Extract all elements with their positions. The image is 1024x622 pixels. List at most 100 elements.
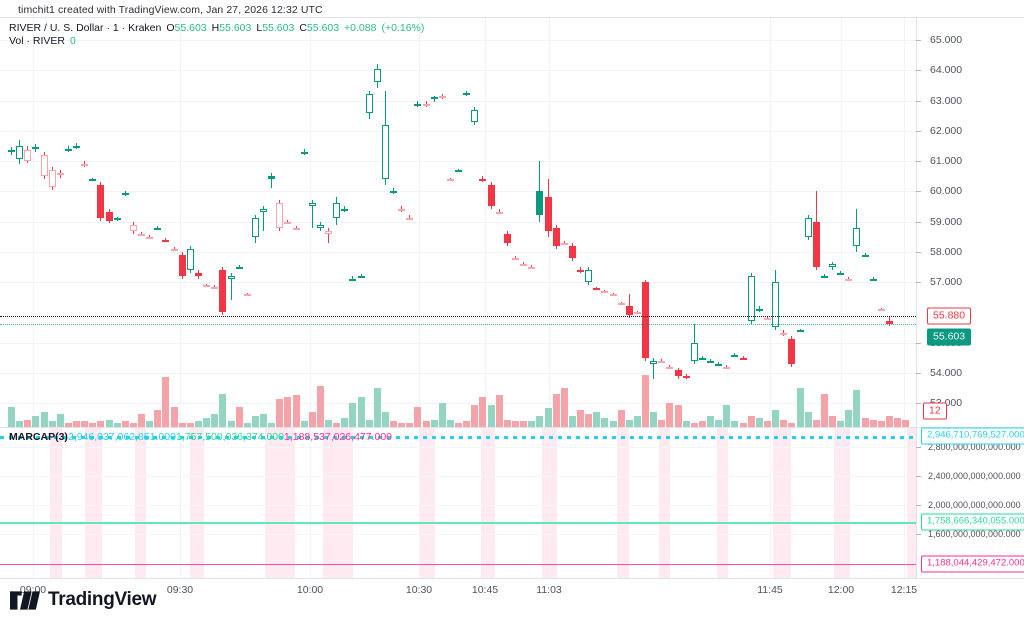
volume-bar[interactable] [73, 421, 80, 427]
volume-bar[interactable] [552, 393, 560, 427]
price-pane[interactable]: RIVER / U. S. Dollar · 1 · Kraken O55.603… [0, 17, 916, 427]
candlestick[interactable] [544, 18, 552, 427]
volume-bar[interactable] [146, 421, 154, 427]
candlestick[interactable] [211, 18, 219, 427]
candlestick[interactable] [707, 18, 714, 427]
volume-bar[interactable] [121, 421, 129, 427]
volume-bar[interactable] [633, 415, 641, 427]
volume-bar[interactable] [186, 423, 194, 427]
volume-bar[interactable] [105, 419, 113, 427]
volume-bar[interactable] [16, 421, 24, 427]
candlestick[interactable] [105, 18, 113, 427]
candlestick[interactable] [121, 18, 129, 427]
candlestick[interactable] [414, 18, 422, 427]
volume-bar[interactable] [398, 423, 406, 427]
candlestick[interactable] [64, 18, 72, 427]
volume-bar[interactable] [268, 423, 276, 427]
volume-bar[interactable] [585, 414, 593, 427]
candlestick[interactable] [170, 18, 178, 427]
volume-bar[interactable] [495, 395, 503, 427]
volume-bar[interactable] [316, 386, 324, 427]
candlestick[interactable] [129, 18, 137, 427]
candlestick[interactable] [698, 18, 706, 427]
candlestick[interactable] [593, 18, 601, 427]
price-scale[interactable]: 65.000 64.000 63.000 62.000 61.000 60.000 59.0… [916, 17, 1024, 427]
candlestick[interactable] [341, 18, 349, 427]
last-price-badge[interactable]: 55.603 [927, 328, 972, 346]
candlestick[interactable] [577, 18, 584, 427]
candlestick[interactable] [715, 18, 723, 427]
candlestick[interactable] [251, 18, 259, 427]
candlestick[interactable] [81, 18, 89, 427]
candlestick[interactable] [650, 18, 658, 427]
volume-bar[interactable] [430, 419, 438, 427]
candlestick[interactable] [268, 18, 276, 427]
candlestick[interactable] [642, 18, 649, 427]
candlestick[interactable] [398, 18, 406, 427]
candlestick[interactable] [804, 18, 812, 427]
candlestick[interactable] [731, 18, 739, 427]
volume-bar[interactable] [528, 421, 536, 427]
volume-bar[interactable] [341, 417, 349, 427]
volume-bar[interactable] [593, 412, 601, 427]
volume-bar[interactable] [650, 412, 658, 427]
tradingview-brand[interactable]: TradingView [10, 589, 157, 611]
candlestick[interactable] [861, 18, 869, 427]
candlestick[interactable] [739, 18, 747, 427]
candlestick[interactable] [300, 18, 308, 427]
volume-bar[interactable] [211, 414, 219, 427]
volume-bar[interactable] [536, 415, 544, 427]
candlestick[interactable] [16, 18, 24, 427]
volume-bar[interactable] [666, 402, 674, 427]
candlestick[interactable] [113, 18, 121, 427]
candlestick[interactable] [520, 18, 528, 427]
volume-bar[interactable] [763, 421, 771, 427]
candlestick[interactable] [357, 18, 365, 427]
volume-bar[interactable] [715, 419, 723, 427]
candlestick[interactable] [585, 18, 593, 427]
candlestick[interactable] [609, 18, 617, 427]
candlestick[interactable] [438, 18, 446, 427]
candlestick[interactable] [422, 18, 430, 427]
volume-bar[interactable] [853, 389, 861, 427]
volume-bar[interactable] [520, 421, 528, 427]
volume-bar[interactable] [609, 421, 617, 427]
volume-bar[interactable] [820, 393, 828, 427]
volume-bar[interactable] [24, 419, 32, 427]
candlestick[interactable] [349, 18, 357, 427]
candlestick[interactable] [235, 18, 243, 427]
candlestick[interactable] [471, 18, 479, 427]
volume-bar[interactable] [747, 415, 755, 427]
volume-bar[interactable] [333, 423, 341, 427]
candlestick[interactable] [780, 18, 788, 427]
candlestick[interactable] [373, 18, 381, 427]
candlestick[interactable] [512, 18, 519, 427]
candlestick[interactable] [284, 18, 292, 427]
volume-bar[interactable] [308, 412, 316, 427]
volume-bar[interactable] [804, 412, 812, 427]
volume-bar[interactable] [81, 421, 89, 427]
volume-bar[interactable] [64, 423, 72, 427]
volume-bar[interactable] [739, 423, 747, 427]
volume-bar[interactable] [292, 395, 300, 427]
volume-bar[interactable] [390, 421, 397, 427]
candlestick[interactable] [658, 18, 666, 427]
candlestick[interactable] [430, 18, 438, 427]
candlestick[interactable] [625, 18, 633, 427]
volume-bar[interactable] [755, 417, 763, 427]
candlestick[interactable] [528, 18, 536, 427]
candlestick[interactable] [869, 18, 877, 427]
volume-bar[interactable] [568, 415, 576, 427]
volume-bar[interactable] [89, 423, 97, 427]
high-price-badge[interactable]: 55.880 [927, 307, 972, 325]
candlestick[interactable] [617, 18, 625, 427]
volume-bar[interactable] [381, 412, 389, 427]
candlestick[interactable] [40, 18, 48, 427]
volume-bar[interactable] [601, 417, 609, 427]
candlestick[interactable] [390, 18, 397, 427]
candlestick[interactable] [723, 18, 731, 427]
candlestick[interactable] [495, 18, 503, 427]
candlestick[interactable] [154, 18, 162, 427]
candlestick[interactable] [885, 18, 893, 427]
volume-bar[interactable] [154, 410, 162, 427]
